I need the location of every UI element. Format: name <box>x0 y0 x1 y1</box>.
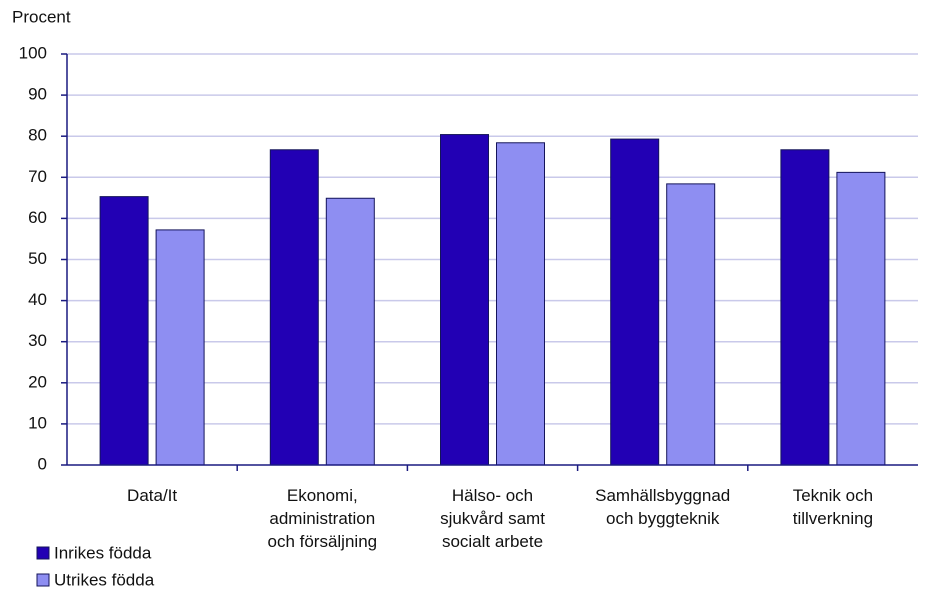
y-tick-label: 0 <box>38 454 47 473</box>
y-tick-label: 90 <box>28 85 47 104</box>
y-tick-label: 80 <box>28 126 47 145</box>
x-tick-label: Samhällsbyggnad och byggteknik <box>595 486 731 528</box>
y-tick-label: 20 <box>28 372 47 391</box>
x-tick-label: Ekonomi, administration och försäljning <box>267 486 378 551</box>
legend-label: Inrikes födda <box>54 543 152 562</box>
y-tick-label: 40 <box>28 290 47 309</box>
bar <box>440 134 489 466</box>
bar <box>666 183 716 466</box>
y-axis-label: Procent <box>12 7 71 26</box>
x-tick-label: Data/It <box>127 486 178 505</box>
legend-swatch <box>36 573 50 587</box>
bar <box>610 138 660 466</box>
bar <box>269 149 319 466</box>
legend-label: Utrikes födda <box>54 570 155 589</box>
y-tick-label: 70 <box>28 167 47 186</box>
y-tick-label: 50 <box>28 249 47 268</box>
x-tick-label: Teknik och tillverkning <box>792 486 874 528</box>
x-tick-label: Hälso- och sjukvård samt socialt arbete <box>440 486 545 551</box>
bar <box>836 171 886 466</box>
y-tick-label: 10 <box>28 413 47 432</box>
y-tick-label: 60 <box>28 208 47 227</box>
bar <box>780 149 830 466</box>
bar <box>496 142 545 466</box>
bar <box>155 229 205 466</box>
bar <box>99 196 149 466</box>
y-tick-label: 30 <box>28 331 47 350</box>
y-tick-label: 100 <box>19 43 47 62</box>
legend-swatch <box>36 546 50 560</box>
bar <box>325 197 375 466</box>
